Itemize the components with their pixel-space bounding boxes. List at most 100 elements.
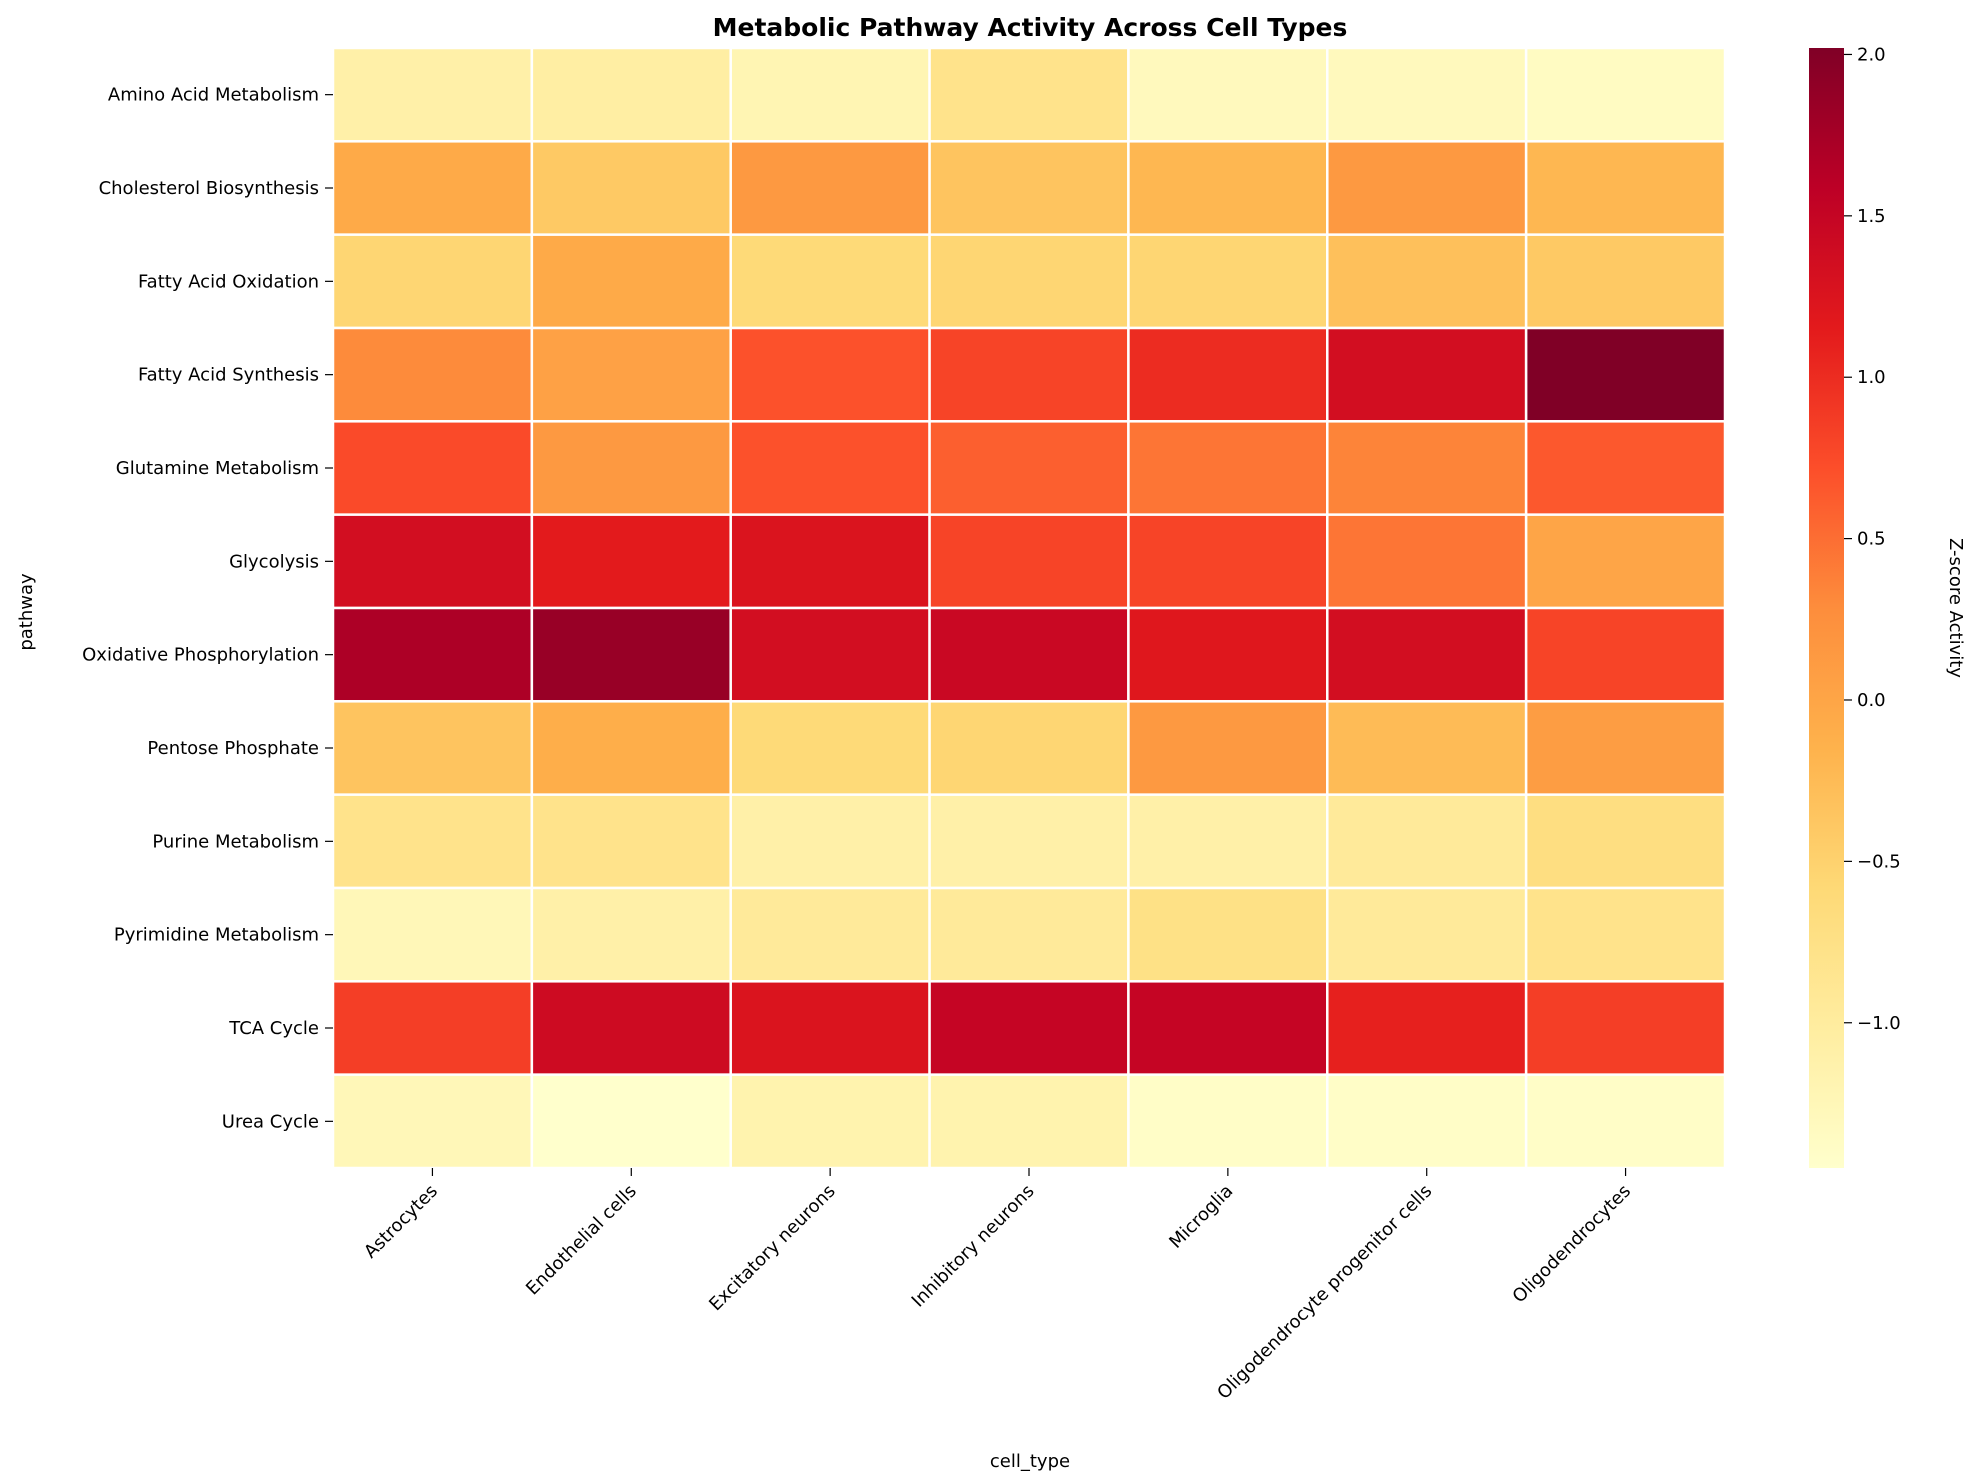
x-tick-label: Oligodendrocytes (1509, 1181, 1636, 1308)
heatmap-cell-glutamine-metabolism-astrocytes (331, 420, 534, 516)
y-tick-label: Amino Acid Metabolism (108, 85, 319, 106)
heatmap-cell-fatty-acid-synthesis-astrocytes (331, 326, 534, 423)
x-tick-label: Oligodendrocyte progenitor cells (1213, 1181, 1436, 1404)
heatmap-cell-amino-acid-metabolism-oligodendrocyte-progenitor-cells (1326, 46, 1528, 143)
heatmap-cell-glutamine-metabolism-oligodendrocyte-progenitor-cells (1326, 420, 1528, 516)
colorbar-tick-label: 1.5 (1857, 206, 1886, 227)
heatmap-cell-fatty-acid-oxidation-oligodendrocytes (1524, 233, 1727, 330)
heatmap-cell-pyrimidine-metabolism-oligodendrocyte-progenitor-cells (1326, 886, 1528, 983)
heatmap-cell-cholesterol-biosynthesis-excitatory-neurons (729, 140, 931, 236)
heatmap-cell-pyrimidine-metabolism-excitatory-neurons (729, 886, 931, 983)
x-tick-label: Excitatory neurons (705, 1181, 840, 1316)
x-tick-label: Endothelial cells (522, 1181, 641, 1300)
colorbar-tick-label: 0.0 (1857, 690, 1886, 711)
heatmap-cell-glycolysis-oligodendrocyte-progenitor-cells (1326, 513, 1528, 610)
heatmap-cell-tca-cycle-microglia (1127, 980, 1329, 1076)
colorbar-tick-label: −0.5 (1857, 851, 1901, 872)
heatmap-cell-pyrimidine-metabolism-microglia (1127, 886, 1329, 983)
heatmap-cell-glycolysis-astrocytes (331, 513, 534, 610)
x-tick-label: Astrocytes (360, 1181, 442, 1263)
heatmap-cells (331, 46, 1727, 1170)
heatmap-cell-glutamine-metabolism-microglia (1127, 420, 1329, 516)
heatmap-cell-oxidative-phosphorylation-excitatory-neurons (729, 606, 931, 703)
colorbar-ticks: −1.0 −0.5 0.0 0.5 1.0 1.5 2.0 (1844, 44, 1901, 1034)
heatmap-cell-urea-cycle-excitatory-neurons (729, 1073, 931, 1170)
heatmap-cell-amino-acid-metabolism-inhibitory-neurons (928, 46, 1130, 143)
heatmap-cell-cholesterol-biosynthesis-oligodendrocytes (1524, 140, 1727, 236)
y-tick-label: Pyrimidine Metabolism (114, 925, 319, 946)
x-tick-label: Microglia (1165, 1181, 1237, 1253)
heatmap-cell-amino-acid-metabolism-oligodendrocytes (1524, 46, 1727, 143)
heatmap-cell-pyrimidine-metabolism-oligodendrocytes (1524, 886, 1727, 983)
heatmap-cell-amino-acid-metabolism-microglia (1127, 46, 1329, 143)
heatmap-cell-fatty-acid-synthesis-endothelial-cells (530, 326, 732, 423)
heatmap-cell-tca-cycle-oligodendrocyte-progenitor-cells (1326, 980, 1528, 1076)
heatmap-cell-tca-cycle-inhibitory-neurons (928, 980, 1130, 1076)
heatmap-cell-urea-cycle-oligodendrocyte-progenitor-cells (1326, 1073, 1528, 1170)
heatmap-cell-oxidative-phosphorylation-oligodendrocytes (1524, 606, 1727, 703)
heatmap-cell-fatty-acid-synthesis-microglia (1127, 326, 1329, 423)
heatmap-cell-oxidative-phosphorylation-endothelial-cells (530, 606, 732, 703)
heatmap-cell-purine-metabolism-astrocytes (331, 793, 534, 890)
heatmap-cell-pentose-phosphate-oligodendrocyte-progenitor-cells (1326, 700, 1528, 796)
x-tick-label: Inhibitory neurons (908, 1181, 1039, 1312)
heatmap-cell-purine-metabolism-microglia (1127, 793, 1329, 890)
y-tick-label: Fatty Acid Oxidation (138, 271, 319, 292)
heatmap-cell-pentose-phosphate-microglia (1127, 700, 1329, 796)
heatmap-cell-glycolysis-endothelial-cells (530, 513, 732, 610)
y-tick-label: Fatty Acid Synthesis (138, 365, 319, 386)
heatmap-cell-purine-metabolism-oligodendrocytes (1524, 793, 1727, 890)
heatmap-cell-glycolysis-inhibitory-neurons (928, 513, 1130, 610)
heatmap-cell-purine-metabolism-excitatory-neurons (729, 793, 931, 890)
heatmap-cell-pentose-phosphate-excitatory-neurons (729, 700, 931, 796)
heatmap-cell-pentose-phosphate-oligodendrocytes (1524, 700, 1727, 796)
heatmap-cell-pyrimidine-metabolism-endothelial-cells (530, 886, 732, 983)
heatmap-cell-oxidative-phosphorylation-microglia (1127, 606, 1329, 703)
y-axis-label: pathway (16, 573, 37, 651)
heatmap-cell-pyrimidine-metabolism-astrocytes (331, 886, 534, 983)
heatmap-cell-amino-acid-metabolism-endothelial-cells (530, 46, 732, 143)
heatmap-cell-fatty-acid-oxidation-oligodendrocyte-progenitor-cells (1326, 233, 1528, 330)
colorbar (1809, 48, 1844, 1168)
colorbar-tick-label: 0.5 (1857, 529, 1886, 550)
heatmap-cell-amino-acid-metabolism-astrocytes (331, 46, 534, 143)
heatmap-cell-pyrimidine-metabolism-inhibitory-neurons (928, 886, 1130, 983)
chart-title: Metabolic Pathway Activity Across Cell T… (713, 13, 1348, 42)
heatmap-cell-fatty-acid-oxidation-microglia (1127, 233, 1329, 330)
heatmap-cell-cholesterol-biosynthesis-astrocytes (331, 140, 534, 236)
y-tick-labels: Amino Acid Metabolism Cholesterol Biosynt… (82, 85, 333, 1132)
heatmap-cell-cholesterol-biosynthesis-inhibitory-neurons (928, 140, 1130, 236)
heatmap-cell-glutamine-metabolism-excitatory-neurons (729, 420, 931, 516)
heatmap-cell-pentose-phosphate-inhibitory-neurons (928, 700, 1130, 796)
heatmap-cell-fatty-acid-oxidation-inhibitory-neurons (928, 233, 1130, 330)
heatmap-cell-purine-metabolism-inhibitory-neurons (928, 793, 1130, 890)
y-tick-label: Glycolysis (229, 551, 319, 572)
heatmap-cell-glutamine-metabolism-inhibitory-neurons (928, 420, 1130, 516)
heatmap-cell-urea-cycle-oligodendrocytes (1524, 1073, 1727, 1170)
colorbar-tick-label: 2.0 (1857, 44, 1886, 65)
heatmap-cell-fatty-acid-oxidation-endothelial-cells (530, 233, 732, 330)
heatmap-cell-fatty-acid-synthesis-oligodendrocytes (1524, 326, 1727, 423)
heatmap-cell-urea-cycle-microglia (1127, 1073, 1329, 1170)
colorbar-tick-label: 1.0 (1857, 367, 1886, 388)
heatmap-cell-fatty-acid-oxidation-excitatory-neurons (729, 233, 931, 330)
y-tick-label: Glutamine Metabolism (116, 458, 319, 479)
heatmap-cell-tca-cycle-endothelial-cells (530, 980, 732, 1076)
heatmap-cell-cholesterol-biosynthesis-oligodendrocyte-progenitor-cells (1326, 140, 1528, 236)
heatmap-cell-glutamine-metabolism-endothelial-cells (530, 420, 732, 516)
y-tick-label: Oxidative Phosphorylation (82, 645, 319, 666)
heatmap-cell-tca-cycle-oligodendrocytes (1524, 980, 1727, 1076)
heatmap-cell-fatty-acid-synthesis-oligodendrocyte-progenitor-cells (1326, 326, 1528, 423)
heatmap-cell-amino-acid-metabolism-excitatory-neurons (729, 46, 931, 143)
heatmap-cell-glycolysis-microglia (1127, 513, 1329, 610)
heatmap-cell-oxidative-phosphorylation-oligodendrocyte-progenitor-cells (1326, 606, 1528, 703)
heatmap-cell-oxidative-phosphorylation-inhibitory-neurons (928, 606, 1130, 703)
heatmap-cell-oxidative-phosphorylation-astrocytes (331, 606, 534, 703)
heatmap-cell-purine-metabolism-endothelial-cells (530, 793, 732, 890)
y-tick-label: TCA Cycle (228, 1018, 319, 1039)
heatmap-cell-tca-cycle-excitatory-neurons (729, 980, 931, 1076)
heatmap-cell-tca-cycle-astrocytes (331, 980, 534, 1076)
y-tick-label: Pentose Phosphate (147, 738, 319, 759)
heatmap-cell-urea-cycle-inhibitory-neurons (928, 1073, 1130, 1170)
